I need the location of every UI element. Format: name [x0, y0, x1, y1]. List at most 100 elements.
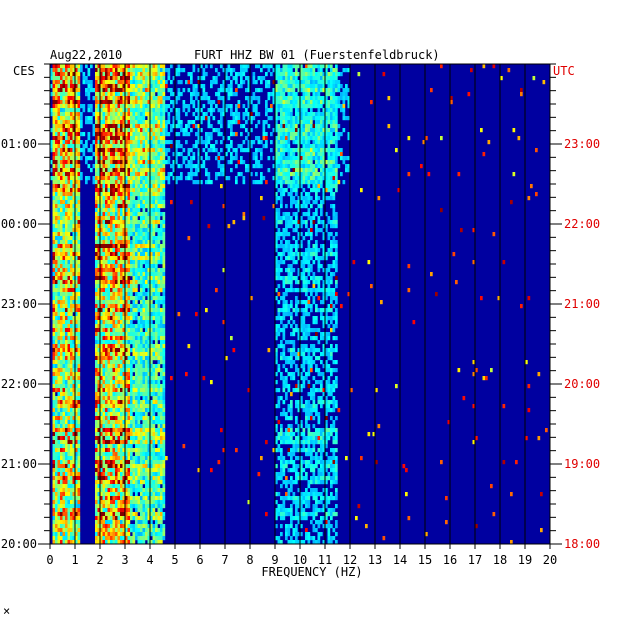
heatmap-cell — [112, 148, 116, 153]
heatmap-cell — [227, 148, 231, 153]
heatmap-cell — [185, 124, 188, 129]
heatmap-cell — [57, 224, 61, 229]
heatmap-cell — [77, 156, 81, 161]
heatmap-cell — [312, 260, 316, 265]
heatmap-cell — [110, 212, 113, 217]
heatmap-cell — [115, 264, 118, 269]
heatmap-cell — [110, 240, 113, 245]
heatmap-cell — [282, 104, 286, 109]
heatmap-cell — [140, 108, 143, 113]
heatmap-cell — [160, 132, 163, 137]
heatmap-cell — [315, 288, 318, 293]
heatmap-cell — [215, 76, 218, 81]
heatmap-cell — [302, 144, 306, 149]
heatmap-cell — [137, 192, 141, 197]
heatmap-cell — [52, 228, 56, 233]
heatmap-cell — [275, 276, 278, 281]
heatmap-cell — [75, 328, 78, 333]
heatmap-cell — [97, 280, 101, 285]
heatmap-cell — [127, 128, 131, 133]
heatmap-cell — [335, 116, 338, 121]
heatmap-cell — [150, 76, 153, 81]
heatmap-cell — [95, 332, 98, 337]
heatmap-cell — [305, 168, 308, 173]
heatmap-cell — [330, 224, 333, 229]
heatmap-cell — [120, 148, 123, 153]
heatmap-cell — [142, 344, 146, 349]
heatmap-cell — [167, 88, 171, 93]
heatmap-cell — [322, 196, 326, 201]
heatmap-cell — [360, 188, 363, 193]
heatmap-cell — [127, 172, 131, 177]
heatmap-cell — [87, 120, 91, 125]
heatmap-cell — [157, 284, 161, 289]
heatmap-cell — [162, 276, 166, 281]
heatmap-cell — [115, 76, 118, 81]
heatmap-cell — [145, 340, 148, 345]
heatmap-cell — [67, 188, 71, 193]
heatmap-cell — [150, 216, 153, 221]
heatmap-cell — [330, 288, 333, 293]
heatmap-cell — [142, 220, 146, 225]
heatmap-cell — [162, 248, 166, 253]
heatmap-cell — [317, 112, 321, 117]
heatmap-cell — [285, 132, 288, 137]
heatmap-cell — [330, 156, 333, 161]
heatmap-cell — [147, 288, 151, 293]
heatmap-cell — [147, 156, 151, 161]
heatmap-cell — [135, 108, 138, 113]
heatmap-cell — [317, 68, 321, 73]
heatmap-cell — [65, 272, 68, 277]
heatmap-cell — [60, 216, 63, 221]
heatmap-cell — [217, 92, 221, 97]
heatmap-cell — [330, 328, 333, 333]
heatmap-cell — [72, 156, 76, 161]
heatmap-cell — [147, 176, 151, 181]
heatmap-cell — [280, 344, 283, 349]
heatmap-cell — [77, 152, 81, 157]
heatmap-cell — [105, 332, 108, 337]
heatmap-cell — [270, 72, 273, 77]
heatmap-cell — [107, 176, 111, 181]
heatmap-cell — [62, 124, 66, 129]
heatmap-cell — [107, 300, 111, 305]
heatmap-cell — [317, 140, 321, 145]
heatmap-cell — [57, 144, 61, 149]
heatmap-cell — [330, 152, 333, 157]
heatmap-cell — [335, 240, 338, 245]
heatmap-cell — [155, 340, 158, 345]
heatmap-cell — [262, 144, 266, 149]
heatmap-cell — [102, 104, 106, 109]
heatmap-cell — [300, 328, 303, 333]
heatmap-cell — [315, 120, 318, 125]
heatmap-cell — [150, 244, 153, 249]
heatmap-cell — [125, 64, 128, 69]
heatmap-cell — [310, 308, 313, 313]
heatmap-cell — [252, 152, 256, 157]
heatmap-cell — [325, 88, 328, 93]
heatmap-cell — [272, 204, 276, 209]
heatmap-cell — [127, 300, 131, 305]
heatmap-cell — [195, 164, 198, 169]
heatmap-cell — [332, 168, 336, 173]
heatmap-cell — [295, 212, 298, 217]
heatmap-cell — [277, 244, 281, 249]
heatmap-cell — [265, 104, 268, 109]
heatmap-cell — [67, 308, 71, 313]
heatmap-cell — [142, 224, 146, 229]
heatmap-cell — [60, 352, 63, 357]
heatmap-cell — [117, 176, 121, 181]
heatmap-cell — [155, 228, 158, 233]
heatmap-cell — [492, 232, 496, 237]
heatmap-cell — [97, 236, 101, 241]
heatmap-cell — [312, 152, 316, 157]
heatmap-cell — [307, 280, 311, 285]
heatmap-cell — [352, 260, 356, 265]
heatmap-cell — [302, 116, 306, 121]
heatmap-cell — [312, 84, 316, 89]
heatmap-cell — [212, 148, 216, 153]
heatmap-cell — [97, 156, 101, 161]
heatmap-cell — [140, 272, 143, 277]
heatmap-cell — [145, 236, 148, 241]
heatmap-cell — [115, 108, 118, 113]
